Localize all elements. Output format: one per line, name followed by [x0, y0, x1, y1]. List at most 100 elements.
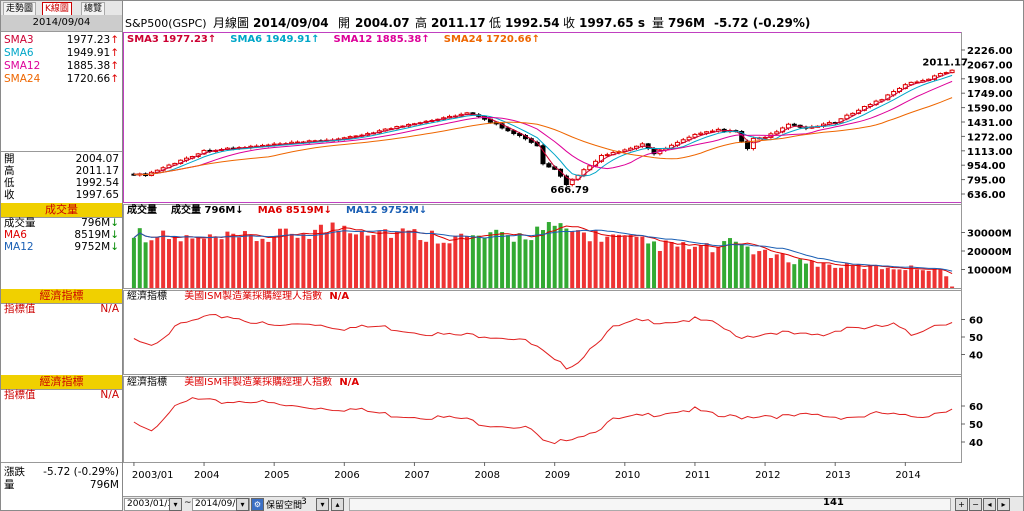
zoom-out-icon[interactable]: −: [969, 498, 982, 511]
keep-space-down-icon[interactable]: ▾: [316, 498, 329, 511]
x-tick-label: 2009: [545, 470, 570, 481]
header-date: 2014/09/04: [253, 16, 329, 30]
price-tick-label: 1749.00: [967, 89, 1013, 100]
volume-bar: [500, 232, 505, 288]
scroll-left-icon[interactable]: ◂: [983, 498, 996, 511]
annotation-high: 2011.17: [922, 57, 968, 68]
price-tick-label: 636.00: [967, 190, 1006, 201]
volume-bar: [733, 241, 738, 288]
econ2-series-name: 美國ISM非製造業採購經理人指數: [184, 377, 333, 388]
volume-bar: [821, 262, 826, 288]
x-tick-label: 2003/01: [132, 470, 174, 481]
keep-space-value[interactable]: 3: [301, 497, 307, 507]
volume-bar: [798, 259, 803, 288]
candle-body: [750, 137, 756, 150]
volume-bar: [839, 267, 844, 288]
volume-bar: [202, 238, 207, 288]
volume-bar: [739, 243, 744, 288]
volume-bar: [616, 234, 621, 288]
candle-body: [505, 127, 511, 132]
volume-bar: [418, 240, 423, 288]
change-row: 漲跌 -5.72 (-0.29%): [4, 466, 119, 478]
volume-bar: [283, 228, 288, 288]
econ1-tick-label: 60: [969, 316, 983, 327]
volume-bar: [318, 224, 323, 288]
annotation-low: 666.79: [550, 185, 589, 196]
settings-icon[interactable]: ⚙: [251, 498, 264, 511]
end-date-dropdown-icon[interactable]: ▾: [236, 498, 249, 511]
zoom-in-icon[interactable]: +: [955, 498, 968, 511]
price-legend-item: SMA3 1977.23↑: [127, 34, 217, 45]
tab-trend[interactable]: 走勢圖: [3, 2, 37, 16]
volume-bar: [254, 241, 259, 288]
volume-bar: [768, 258, 773, 288]
volume-bar: [675, 246, 680, 288]
price-legend-item: SMA6 1949.91↑: [230, 34, 320, 45]
econ2-section-header: 經濟指標: [1, 375, 122, 390]
scroll-right-icon[interactable]: ▸: [997, 498, 1010, 511]
volume-bar: [435, 243, 440, 288]
ohlc-open: 開 2004.07: [4, 153, 119, 165]
tab-overview[interactable]: 總覽: [81, 2, 106, 16]
scroll-track[interactable]: [349, 498, 951, 511]
tab-kline[interactable]: K線圖: [42, 2, 72, 16]
volume-bar: [728, 238, 733, 288]
volume-bar: [850, 265, 855, 288]
econ2-legend: 經濟指標 美國ISM非製造業採購經理人指數 N/A: [127, 377, 359, 389]
volume-bar: [646, 243, 651, 288]
volume-legend-item: MA6 8519M↓: [257, 205, 332, 216]
price-tick-label: 1272.00: [967, 132, 1013, 143]
volume-bar: [558, 223, 563, 288]
start-date-dropdown-icon[interactable]: ▾: [169, 498, 182, 511]
sma-line-sma24: [133, 97, 953, 176]
volume-legend-item: 成交量 796M↓: [171, 205, 244, 216]
keep-space-up-icon[interactable]: ▴: [331, 498, 344, 511]
volume-bar: [505, 235, 510, 288]
view-tabs: 走勢圖 K線圖 總覽: [1, 1, 122, 16]
volume-bar: [517, 233, 522, 288]
x-tick-label: 2005: [264, 470, 289, 481]
volume-bar: [137, 228, 142, 288]
volume-bar: [745, 246, 750, 288]
volume-bar: [336, 230, 341, 288]
candle-body: [511, 130, 517, 135]
volume-bar: [488, 232, 493, 288]
pane-frame-0: [123, 32, 962, 203]
volume-stat-row-1-label: MA6: [4, 229, 27, 241]
volume-bar: [272, 235, 277, 288]
candle-body: [774, 131, 780, 135]
econ1-value-row: 指標值 N/A: [4, 303, 119, 315]
volume-bar: [237, 237, 242, 288]
volume-bar: [932, 269, 937, 288]
volume-bar: [605, 236, 610, 288]
sma-row-sma24-label: SMA24: [4, 73, 41, 85]
volume-bar: [371, 234, 376, 288]
high-value: 2011.17: [431, 16, 486, 30]
volume-bar: [587, 241, 592, 288]
volume-bar: [909, 265, 914, 288]
volume-bar: [166, 239, 171, 288]
econ1-legend: 經濟指標 美國ISM製造業採購經理人指數 N/A: [127, 291, 349, 303]
volume-bar: [763, 249, 768, 288]
volume-bar: [786, 262, 791, 288]
volume-bar: [669, 241, 674, 288]
volume-ma-line-ma12: [133, 229, 953, 272]
candle-body: [563, 175, 569, 186]
volume-bar: [494, 229, 499, 288]
volume-bar: [874, 265, 879, 288]
quote-header: S&P500(GSPC) 月線圖 2014/09/04 開 2004.07 高 …: [123, 15, 1023, 32]
price-legend-item: SMA12 1885.38↑: [333, 34, 430, 45]
volume-bar: [803, 263, 808, 288]
close-value: 1997.65 s: [579, 16, 645, 30]
range-toolbar: 2003/01/31 ▾ ~ 2014/09/04 ▾ ⚙ 保留空間 3 ▾ ▴…: [123, 496, 1023, 511]
volume-bar: [523, 239, 528, 288]
volume-bar: [885, 267, 890, 288]
volume-bar: [248, 234, 253, 288]
low-value: 1992.54: [505, 16, 560, 30]
volume-bar: [920, 270, 925, 288]
volume-bar: [459, 233, 464, 288]
volume-bar: [891, 269, 896, 288]
sma-row-sma3-value: 1977.23↑: [66, 34, 119, 46]
volume-stat-row-0: 成交量 796M↓: [4, 217, 119, 230]
